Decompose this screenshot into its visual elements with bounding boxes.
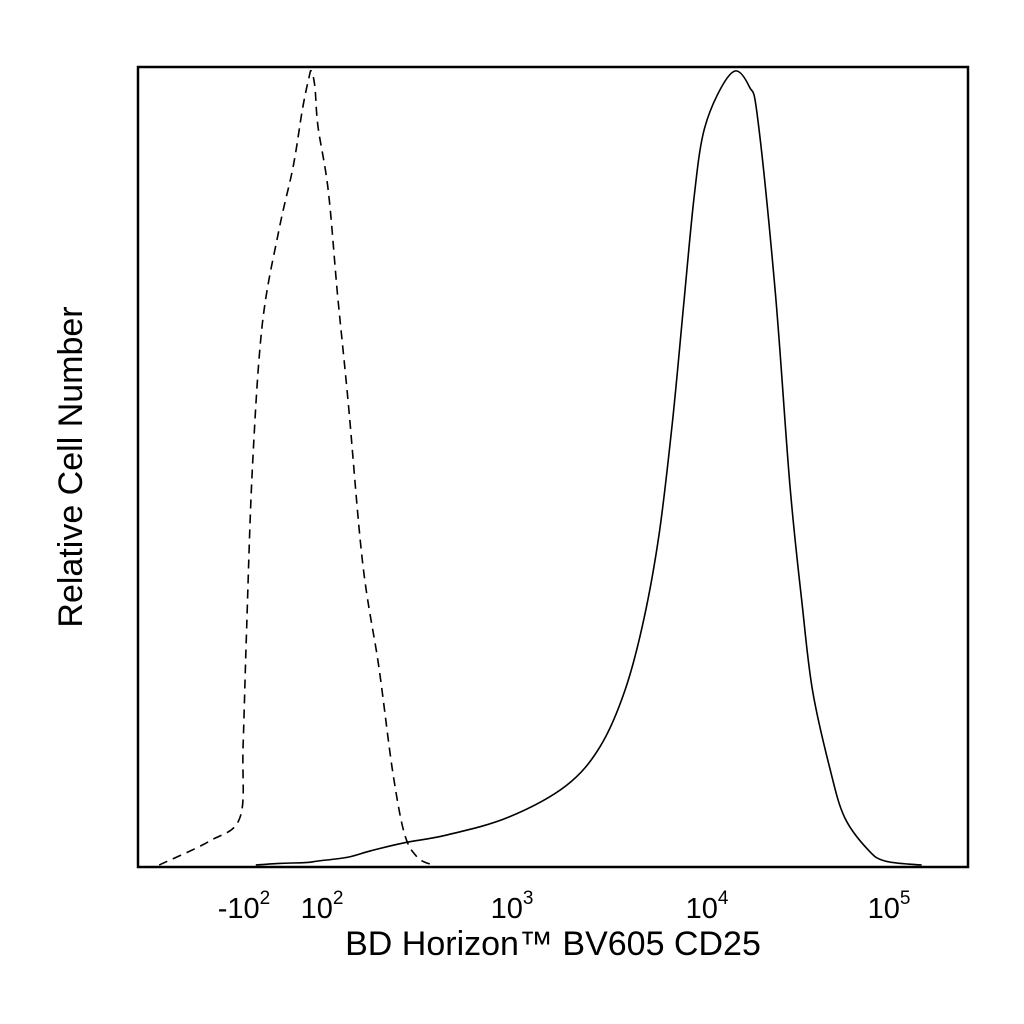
cd25-stained-histogram [255, 70, 922, 866]
x-tick-label: 104 [686, 888, 729, 925]
x-tick-label: 102 [301, 888, 344, 925]
plot-frame [136, 65, 970, 869]
series-layer [158, 69, 922, 866]
x-tick-label: 105 [868, 888, 911, 925]
x-axis-label: BD Horizon™ BV605 CD25 [345, 925, 761, 963]
x-tick-labels: -102 102 103 104 105 [218, 888, 911, 925]
isotype-control-histogram [158, 69, 434, 866]
x-tick-label: 103 [491, 888, 534, 925]
x-tick-label: -102 [218, 888, 271, 925]
y-axis-label: Relative Cell Number [52, 306, 90, 627]
